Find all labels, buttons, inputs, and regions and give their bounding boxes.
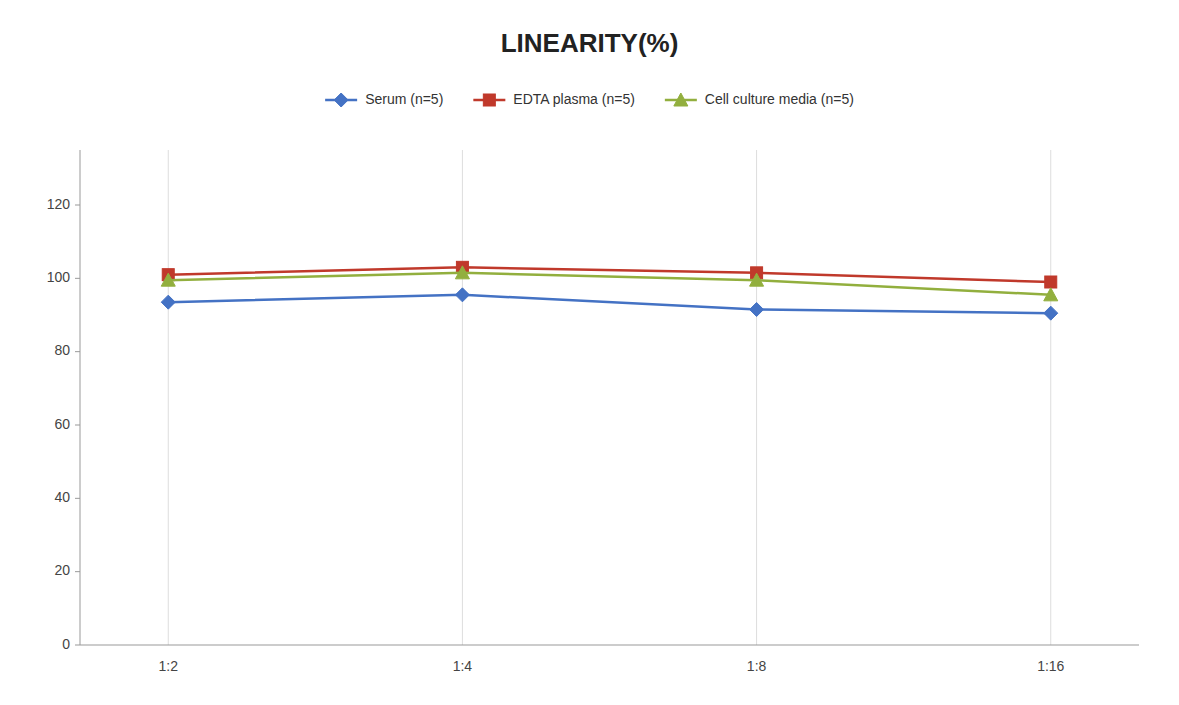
- y-tick-label: 100: [47, 269, 71, 285]
- line: [168, 273, 1051, 295]
- legend-marker: [334, 93, 348, 107]
- legend-label: EDTA plasma (n=5): [513, 91, 635, 107]
- chart: LINEARITY(%) 0 20 40 60 80 100 120 1:2 1:4 1:8 1:16…: [0, 0, 1179, 705]
- x-tick-label: 1:8: [747, 658, 767, 674]
- line: [168, 267, 1051, 282]
- y-tick-label: 0: [62, 636, 70, 652]
- y-tick: [75, 571, 80, 572]
- point: [161, 273, 175, 286]
- series-group: [161, 261, 1058, 320]
- x-tick-label: 1:16: [1037, 658, 1064, 674]
- point: [750, 273, 764, 286]
- legend: Serum (n=5) EDTA plasma (n=5) Cell culture…: [325, 91, 854, 107]
- point: [161, 295, 175, 309]
- y-tick: [75, 351, 80, 352]
- grid-line: [168, 150, 169, 645]
- point: [1044, 288, 1058, 301]
- legend-marker: [483, 94, 495, 106]
- legend-item: Cell culture media (n=5): [665, 91, 854, 107]
- legend-label: Serum (n=5): [365, 91, 443, 107]
- grid-line: [462, 150, 463, 645]
- y-tick: [75, 205, 80, 206]
- y-tick-label: 120: [47, 196, 71, 212]
- legend-label: Cell culture media (n=5): [705, 91, 854, 107]
- point: [1044, 306, 1058, 320]
- y-tick: [75, 645, 80, 646]
- x-tick-label: 1:2: [159, 658, 179, 674]
- x-axis-line: [80, 645, 1139, 646]
- y-tick-label: 60: [54, 416, 70, 432]
- legend-item: EDTA plasma (n=5): [473, 91, 635, 107]
- point: [1045, 276, 1057, 288]
- y-tick: [75, 425, 80, 426]
- y-tick-label: 80: [54, 342, 70, 358]
- line: [168, 295, 1051, 313]
- grid: [168, 150, 1051, 645]
- point: [455, 288, 469, 302]
- axes: 0 20 40 60 80 100 120 1:2 1:4 1:8 1:16: [47, 150, 1139, 674]
- grid-line: [756, 150, 757, 645]
- y-tick: [75, 278, 80, 279]
- title: LINEARITY(%): [501, 28, 679, 58]
- x-tick-label: 1:4: [453, 658, 473, 674]
- y-tick: [75, 498, 80, 499]
- point: [455, 266, 469, 279]
- y-axis-line: [80, 150, 81, 645]
- y-tick-label: 40: [54, 489, 70, 505]
- y-tick-label: 20: [54, 562, 70, 578]
- legend-marker: [674, 93, 688, 106]
- point: [750, 303, 764, 317]
- legend-item: Serum (n=5): [325, 91, 443, 107]
- grid-line: [1050, 150, 1051, 645]
